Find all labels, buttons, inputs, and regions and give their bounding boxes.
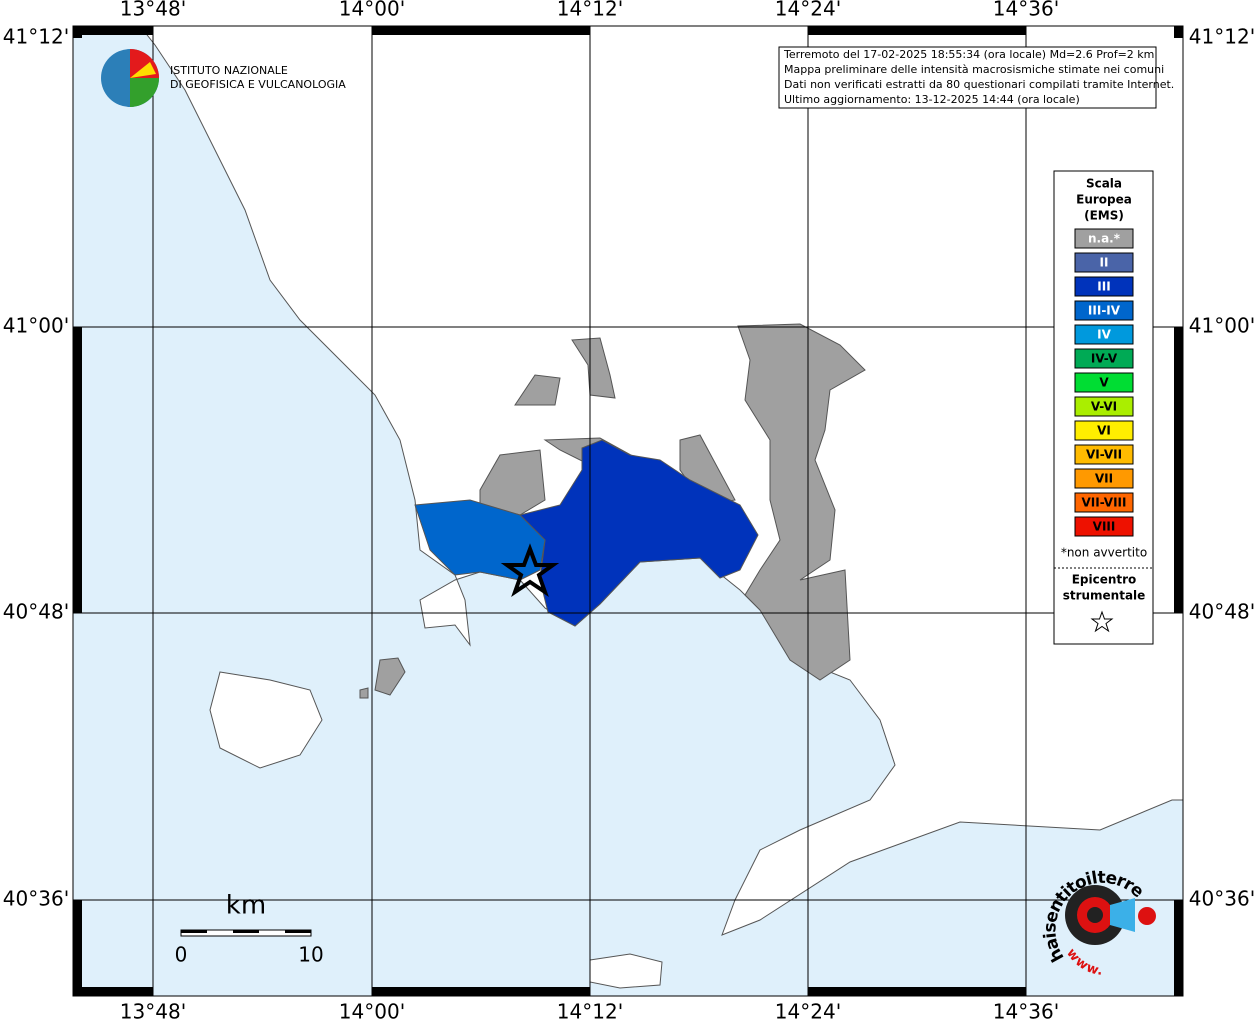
legend-swatch bbox=[1074, 492, 1134, 513]
info-line: Terremoto del 17-02-2025 18:55:34 (ora l… bbox=[783, 48, 1154, 61]
map-area bbox=[73, 26, 1183, 996]
legend-epicenter: Epicentro bbox=[1072, 573, 1137, 587]
lat-label: 40°36' bbox=[1189, 887, 1255, 911]
legend-swatch bbox=[1074, 276, 1134, 297]
legend-title: Europea bbox=[1076, 193, 1132, 207]
legend-label: III bbox=[1097, 280, 1110, 294]
lon-label: 13°48' bbox=[120, 1000, 186, 1024]
legend-swatch bbox=[1074, 468, 1134, 489]
legend-epicenter: strumentale bbox=[1063, 589, 1146, 603]
lat-label: 41°12' bbox=[1189, 25, 1255, 49]
legend-label: VIII bbox=[1093, 520, 1116, 534]
lat-label: 40°48' bbox=[1189, 600, 1255, 624]
legend-label: V bbox=[1099, 376, 1109, 390]
lon-label: 13°48' bbox=[120, 0, 186, 21]
info-line: Dati non verificati estratti da 80 quest… bbox=[784, 78, 1174, 91]
graticule bbox=[73, 26, 1183, 996]
legend-swatch bbox=[1074, 396, 1134, 417]
scale-start: 0 bbox=[175, 943, 188, 967]
lon-label: 14°36' bbox=[993, 0, 1059, 21]
frame bbox=[72, 25, 1184, 997]
legend-swatch bbox=[1074, 372, 1134, 393]
legend-swatch bbox=[1074, 228, 1134, 249]
intensity-na bbox=[479, 323, 866, 681]
legend-swatch bbox=[1074, 444, 1134, 465]
intensity-iii-iv bbox=[414, 499, 546, 581]
scale-unit: km bbox=[226, 891, 266, 921]
capri bbox=[589, 953, 663, 989]
legend-label: IV bbox=[1097, 328, 1111, 342]
legend-swatch bbox=[1074, 420, 1134, 441]
lon-label: 14°12' bbox=[557, 1000, 623, 1024]
lon-label: 14°24' bbox=[775, 0, 841, 21]
lat-label: 41°12' bbox=[3, 25, 69, 49]
scale-bar: km 0 10 bbox=[175, 891, 324, 967]
info-box bbox=[778, 46, 1157, 109]
lon-label: 14°00' bbox=[339, 0, 405, 21]
lat-label: 40°48' bbox=[3, 600, 69, 624]
logo-text: DI GEOFISICA E VULCANOLOGIA bbox=[170, 78, 346, 91]
logo-text: ISTITUTO NAZIONALE bbox=[170, 64, 288, 77]
lat-label: 41°00' bbox=[3, 314, 69, 338]
legend-label: IV-V bbox=[1091, 352, 1118, 366]
lat-label: 40°36' bbox=[3, 887, 69, 911]
legend-label: n.a.* bbox=[1088, 232, 1121, 246]
ingv-logo: ISTITUTO NAZIONALE DI GEOFISICA E VULCAN… bbox=[101, 49, 346, 107]
legend-label: V-VI bbox=[1091, 400, 1117, 414]
lon-label: 14°00' bbox=[339, 1000, 405, 1024]
legend-label: VI bbox=[1097, 424, 1111, 438]
info-line: Ultimo aggiornamento: 13-12-2025 14:44 (… bbox=[784, 93, 1080, 106]
legend-label: III-IV bbox=[1088, 304, 1121, 318]
lat-label: 41°00' bbox=[1189, 314, 1255, 338]
procida bbox=[359, 657, 406, 699]
legend-label: VII-VIII bbox=[1081, 496, 1126, 510]
lon-label: 14°24' bbox=[775, 1000, 841, 1024]
legend-swatch bbox=[1074, 300, 1134, 321]
legend-title: (EMS) bbox=[1084, 209, 1124, 223]
lon-label: 14°36' bbox=[993, 1000, 1059, 1024]
legend-note: *non avvertito bbox=[1061, 546, 1147, 560]
legend-title: Scala bbox=[1086, 177, 1122, 191]
legend-label: VI-VII bbox=[1086, 448, 1122, 462]
epicenter-star bbox=[500, 543, 560, 597]
ischia bbox=[209, 671, 323, 769]
legend-swatch bbox=[1074, 516, 1134, 537]
legend-swatch bbox=[1074, 348, 1134, 369]
legend-star bbox=[1090, 610, 1114, 633]
info-line: Mappa preliminare delle intensità macros… bbox=[784, 63, 1164, 76]
legend-label: II bbox=[1100, 256, 1109, 270]
legend-swatch bbox=[1074, 252, 1134, 273]
legend-swatch bbox=[1074, 324, 1134, 345]
scale-end: 10 bbox=[298, 943, 323, 967]
lon-label: 14°12' bbox=[557, 0, 623, 21]
legend-label: VII bbox=[1095, 472, 1113, 486]
